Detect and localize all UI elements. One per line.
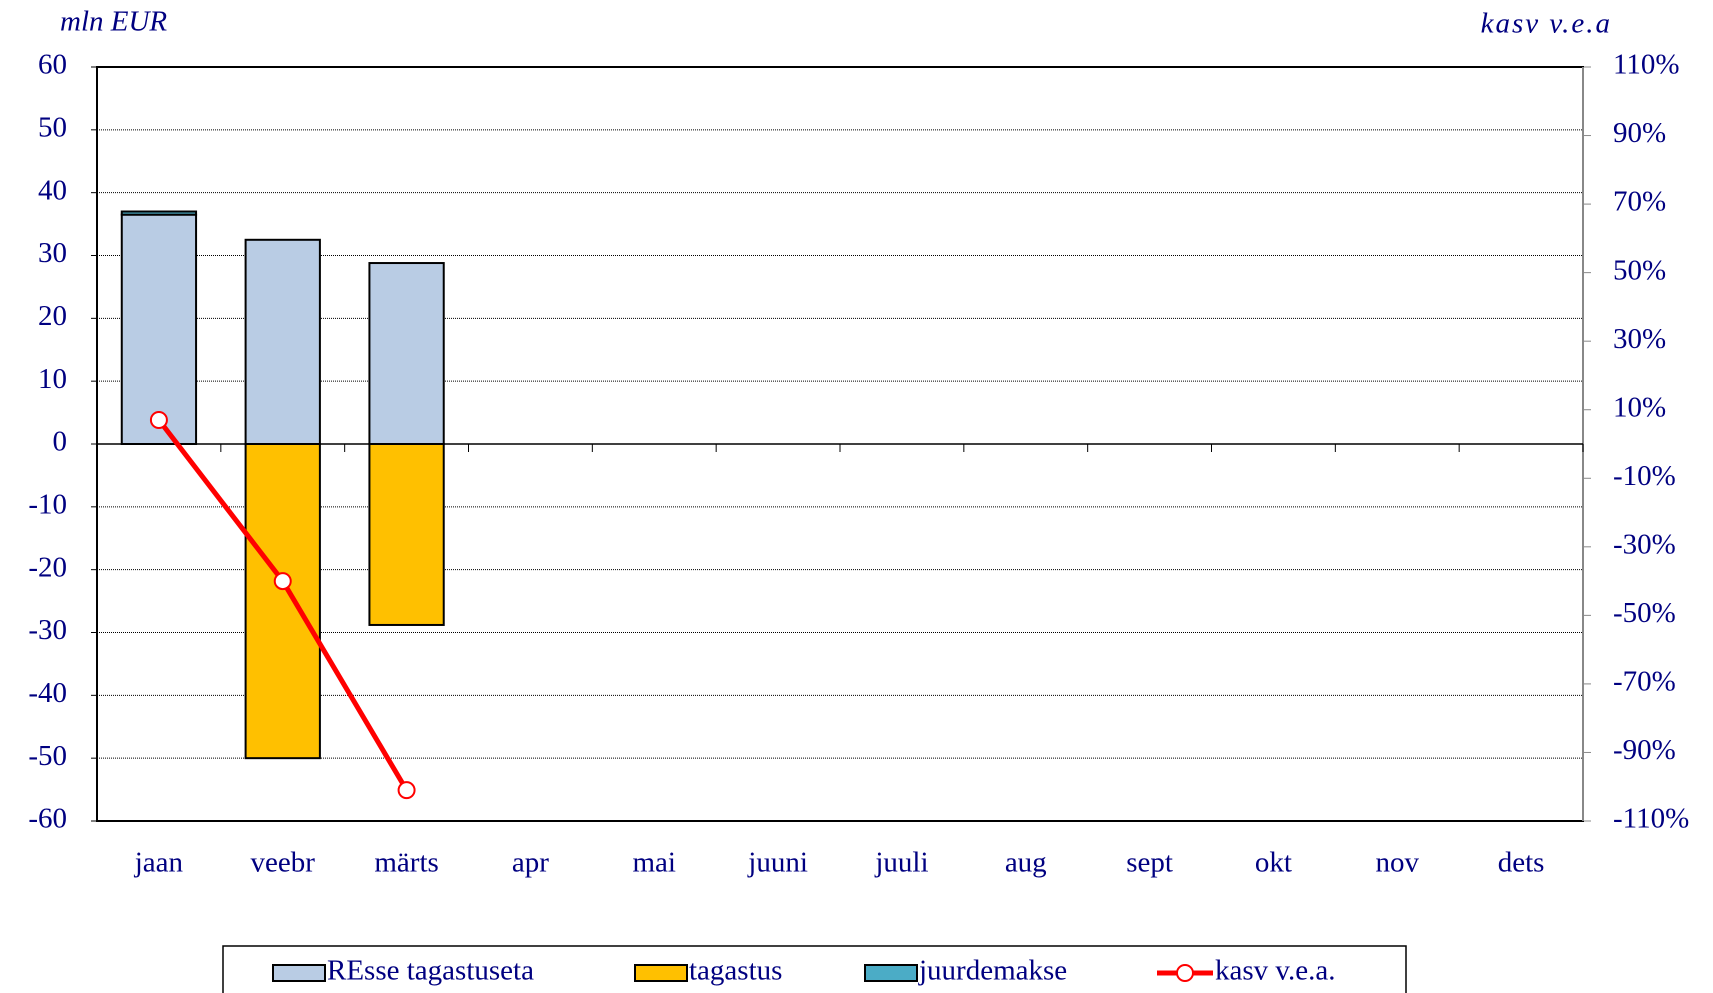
legend-swatch: [634, 964, 688, 982]
legend-swatch: [272, 964, 326, 982]
y-tick-label: 60: [38, 49, 67, 81]
y-tick-label: -30: [28, 614, 67, 646]
y2-tick-label: 30%: [1613, 323, 1666, 355]
y-tick-label: -50: [28, 740, 67, 772]
x-tick-label: okt: [1255, 847, 1292, 879]
bar: [120, 210, 198, 216]
x-tick-label: sept: [1126, 847, 1173, 879]
y-tick-label: -40: [28, 677, 67, 709]
bar: [120, 213, 198, 445]
y2-tick-label: -70%: [1613, 666, 1676, 698]
x-tick-label: mai: [633, 847, 677, 879]
x-tick-label: juuni: [747, 847, 808, 879]
y2-tick-label: 70%: [1613, 186, 1666, 218]
y-tick-label: 30: [38, 237, 67, 269]
y-tick-label: 10: [38, 363, 67, 395]
x-tick-label: apr: [512, 847, 549, 879]
x-tick-label: aug: [1005, 847, 1047, 879]
y2-tick-label: -110%: [1613, 803, 1689, 835]
bar: [368, 262, 445, 446]
legend-box: [222, 945, 1407, 993]
y-axis-label: mln EUR: [60, 6, 167, 38]
y-tick-label: 20: [38, 300, 67, 332]
x-tick-label: märts: [374, 847, 438, 879]
bar: [244, 238, 321, 445]
y-tick-label: -10: [28, 488, 67, 520]
y2-tick-label: 50%: [1613, 254, 1666, 286]
x-tick-label: juuli: [874, 847, 928, 879]
x-tick-label: veebr: [251, 847, 316, 879]
y-tick-label: 40: [38, 174, 67, 206]
y2-tick-label: 10%: [1613, 391, 1666, 423]
x-tick-label: nov: [1376, 847, 1420, 879]
bar: [244, 443, 321, 760]
y2-tick-label: -10%: [1613, 460, 1676, 492]
x-tick-label: jaan: [134, 847, 184, 879]
x-tick-label: dets: [1498, 847, 1545, 879]
legend-marker: [1176, 964, 1194, 982]
legend-label: kasv v.e.a.: [1215, 955, 1336, 987]
y-tick-label: -20: [28, 551, 67, 583]
y2-tick-label: -50%: [1613, 597, 1676, 629]
y2-tick-label: 90%: [1613, 117, 1666, 149]
legend-label: REsse tagastuseta: [327, 955, 534, 987]
y2-tick-label: 110%: [1613, 49, 1680, 81]
line-marker: [273, 572, 292, 591]
y2-axis-label: kasv v.e.a: [1481, 8, 1612, 40]
y-tick-label: -60: [28, 803, 67, 835]
y2-tick-label: -90%: [1613, 734, 1676, 766]
legend-label: tagastus: [689, 955, 782, 987]
y-tick-label: 0: [53, 426, 68, 458]
line-marker: [397, 781, 416, 800]
y2-tick-label: -30%: [1613, 528, 1676, 560]
legend-swatch: [864, 964, 918, 982]
line-marker: [149, 411, 168, 430]
bar: [368, 443, 445, 626]
legend-label: juurdemakse: [918, 955, 1067, 987]
y-tick-label: 50: [38, 111, 67, 143]
